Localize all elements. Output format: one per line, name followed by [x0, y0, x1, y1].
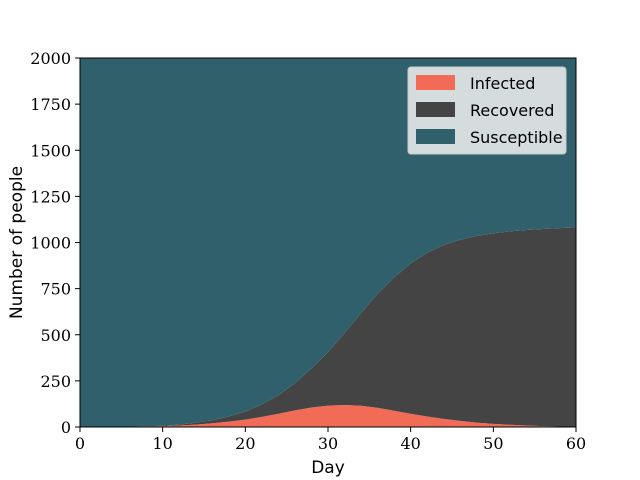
y-tick-label: 1000 [30, 234, 71, 253]
y-tick-label: 1750 [30, 95, 71, 114]
y-tick-label: 250 [40, 372, 71, 391]
legend-swatch-susceptible [416, 129, 455, 144]
x-axis-label: Day [311, 458, 345, 478]
y-tick-label: 2000 [30, 49, 71, 68]
x-tick-label: 40 [400, 434, 420, 453]
y-tick-label: 1250 [30, 187, 71, 206]
x-tick-label: 10 [152, 434, 172, 453]
legend: Infected Recovered Susceptible [407, 66, 567, 155]
x-tick-label: 60 [566, 434, 586, 453]
y-tick-label: 0 [61, 418, 71, 437]
x-axis-ticks: 0 10 20 30 40 50 60 [75, 427, 586, 453]
x-tick-label: 30 [318, 434, 338, 453]
x-tick-label: 0 [75, 434, 85, 453]
legend-label-infected: Infected [470, 74, 535, 93]
y-tick-label: 1500 [30, 141, 71, 160]
y-tick-label: 750 [40, 280, 71, 299]
legend-swatch-recovered [416, 102, 455, 117]
x-tick-label: 20 [235, 434, 255, 453]
y-tick-label: 500 [40, 326, 71, 345]
legend-label-susceptible: Susceptible [470, 128, 563, 147]
area-recovered [80, 227, 576, 427]
area-infected [80, 405, 576, 427]
legend-label-recovered: Recovered [470, 101, 554, 120]
x-tick-label: 50 [483, 434, 503, 453]
y-axis-ticks: 0 250 500 750 1000 1250 1500 1750 2000 [30, 49, 80, 437]
y-axis-label: Number of people [7, 166, 27, 319]
legend-swatch-infected [416, 75, 455, 90]
